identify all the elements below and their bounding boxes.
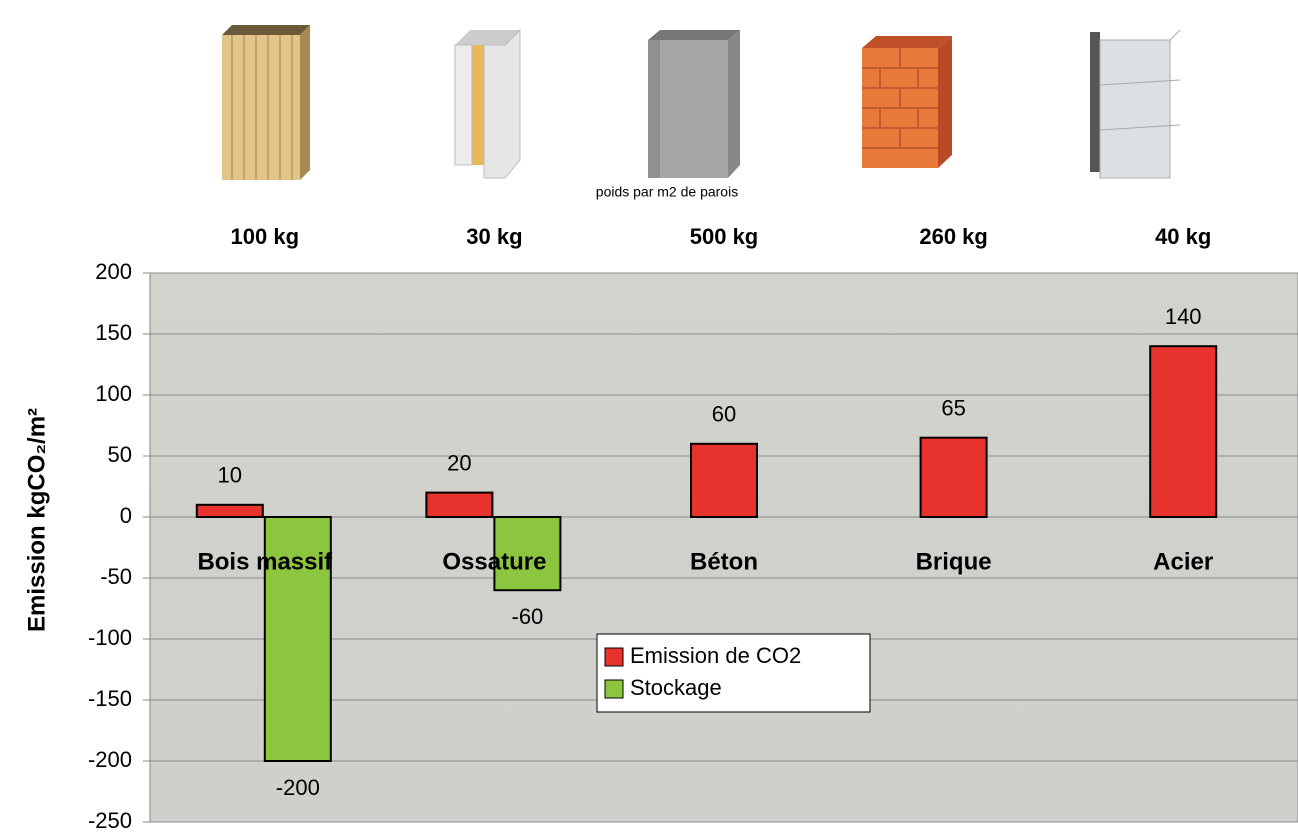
y-tick-label: -150 bbox=[88, 686, 132, 711]
bar bbox=[493, 516, 562, 592]
bar bbox=[425, 491, 494, 519]
data-label: 140 bbox=[1165, 304, 1202, 329]
weight-label: 260 kg bbox=[919, 224, 988, 249]
data-label: 65 bbox=[941, 396, 965, 421]
data-label: -60 bbox=[512, 604, 544, 629]
bar bbox=[690, 442, 758, 518]
x-tick-label: Brique bbox=[916, 548, 992, 575]
y-tick-label: 200 bbox=[95, 259, 132, 284]
weights-caption: poids par m2 de parois bbox=[596, 184, 738, 200]
y-tick-label: 150 bbox=[95, 320, 132, 345]
data-label: 20 bbox=[447, 450, 471, 475]
weight-label: 40 kg bbox=[1155, 224, 1211, 249]
data-label: -200 bbox=[276, 775, 320, 800]
legend bbox=[596, 633, 871, 713]
x-tick-label: Béton bbox=[690, 548, 758, 575]
bar bbox=[1149, 345, 1218, 519]
y-tick-label: -50 bbox=[100, 564, 132, 589]
y-tick-label: -250 bbox=[88, 808, 132, 833]
legend-swatch bbox=[604, 647, 624, 667]
x-tick-label: Bois massif bbox=[197, 548, 333, 575]
y-tick-label: 50 bbox=[108, 442, 132, 467]
weight-label: 30 kg bbox=[466, 224, 522, 249]
legend-label: Stockage bbox=[630, 675, 722, 700]
steel-wall bbox=[1090, 29, 1181, 179]
wood-wall bbox=[222, 25, 310, 180]
legend-swatch bbox=[604, 679, 624, 699]
brick-wall bbox=[862, 36, 952, 168]
y-axis-title: Emission kgCO₂/m² bbox=[23, 408, 50, 632]
frame-wall bbox=[454, 28, 521, 179]
y-tick-label: -100 bbox=[88, 625, 132, 650]
plot-area bbox=[149, 272, 1298, 823]
illustrations bbox=[222, 25, 1181, 180]
bar bbox=[195, 503, 264, 518]
data-label: 10 bbox=[218, 463, 242, 488]
legend-label: Emission de CO2 bbox=[630, 643, 801, 668]
bar bbox=[919, 436, 988, 519]
concrete-wall bbox=[648, 30, 740, 178]
y-tick-label: 0 bbox=[120, 503, 132, 528]
y-tick-label: -200 bbox=[88, 747, 132, 772]
weight-label: 100 kg bbox=[231, 224, 300, 249]
x-tick-label: Acier bbox=[1153, 548, 1213, 575]
weight-label: 500 kg bbox=[690, 224, 759, 249]
x-tick-label: Ossature bbox=[442, 548, 546, 575]
data-label: 60 bbox=[712, 402, 736, 427]
bar bbox=[263, 516, 332, 762]
y-tick-label: 100 bbox=[95, 381, 132, 406]
